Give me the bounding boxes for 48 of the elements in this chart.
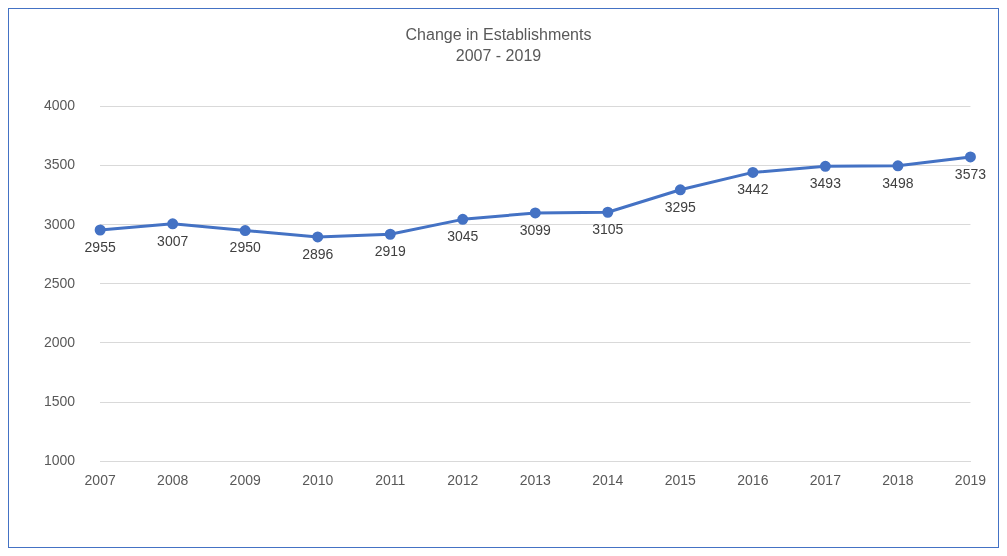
x-tick-label: 2016	[737, 472, 769, 489]
point	[167, 218, 179, 230]
y-tick-label: 3500	[43, 156, 76, 173]
data-label: 3573	[954, 165, 987, 182]
point	[94, 224, 106, 236]
x-tick-label: 2011	[375, 472, 406, 489]
data-label: 3105	[592, 221, 624, 238]
x-tick-label: 2013	[519, 472, 552, 489]
y-tick-label: 1500	[43, 392, 76, 409]
y-tick-label: 1000	[43, 452, 76, 469]
point	[312, 231, 324, 243]
x-tick-label: 2008	[157, 472, 189, 489]
data-label: 3045	[447, 228, 479, 245]
data-label: 3099	[519, 221, 552, 238]
x-tick-label: 2017	[809, 472, 842, 489]
point	[529, 207, 541, 219]
x-tick-label: 2007	[84, 472, 116, 489]
y-tick-label: 2500	[43, 274, 76, 291]
data-label: 3007	[157, 232, 189, 249]
data-label: 2919	[374, 243, 407, 260]
point	[819, 160, 831, 172]
point	[384, 228, 396, 240]
data-label: 3493	[809, 175, 842, 192]
data-label: 2955	[84, 238, 116, 255]
y-tick-label: 2000	[43, 333, 76, 350]
data-label: 3295	[664, 198, 697, 215]
x-tick-label: 2009	[229, 472, 261, 489]
x-tick-label: 2010	[302, 472, 334, 489]
data-label: 3442	[737, 181, 769, 198]
data-label: 2896	[302, 245, 334, 262]
x-tick-label: 2014	[592, 472, 624, 489]
data-label: 2950	[229, 239, 261, 256]
point	[457, 213, 469, 225]
point	[892, 160, 904, 172]
point	[747, 166, 759, 178]
point	[964, 151, 976, 163]
point	[602, 206, 614, 218]
x-tick-label: 2015	[664, 472, 697, 489]
x-tick-label: 2018	[882, 472, 914, 489]
chart-title: Change in Establishments	[405, 26, 592, 44]
x-tick-label: 2019	[954, 472, 987, 489]
x-tick-label: 2012	[447, 472, 479, 489]
y-tick-label: 4000	[43, 97, 76, 114]
y-tick-label: 3000	[43, 215, 76, 232]
point	[239, 225, 251, 237]
chart-subtitle: 2007 - 2019	[455, 47, 542, 65]
data-label: 3498	[882, 174, 914, 191]
point	[674, 184, 686, 196]
